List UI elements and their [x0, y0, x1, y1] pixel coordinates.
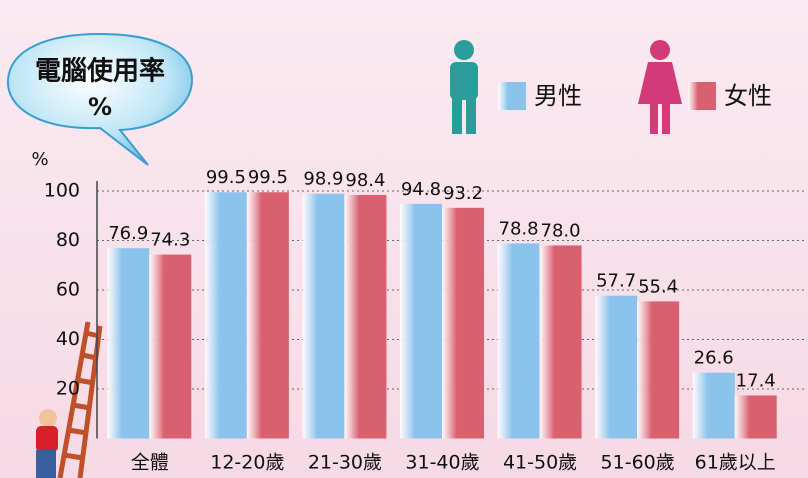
value-label: 94.8 [401, 179, 441, 200]
female-figure [638, 40, 682, 134]
x-tick-label: 31-40歲 [405, 452, 479, 474]
bar [497, 243, 540, 439]
male-figure [450, 40, 478, 134]
speech-bubble [6, 32, 194, 166]
bar [692, 372, 735, 439]
value-label: 76.9 [108, 223, 148, 244]
bar [442, 207, 484, 439]
value-label: 78.0 [541, 220, 581, 241]
bar [539, 245, 582, 439]
x-tick-label: 21-30歲 [308, 452, 382, 474]
bar [302, 193, 345, 439]
y-tick-label: 40 [56, 328, 80, 350]
legend-swatch [498, 82, 526, 110]
chart-title: 電腦使用率 [35, 56, 165, 87]
legend-swatch [688, 82, 716, 110]
x-tick-label: 12-20歲 [210, 452, 284, 474]
legend-label: 男性 [534, 82, 582, 110]
x-tick-label: 51-60歲 [601, 452, 675, 474]
bar [107, 248, 150, 439]
x-tick-label: 全體 [131, 452, 169, 474]
value-label: 93.2 [443, 183, 483, 204]
value-label: 98.4 [345, 170, 385, 191]
y-tick-label: 80 [56, 229, 80, 251]
y-tick-label: 60 [56, 279, 80, 301]
bar [246, 192, 289, 439]
value-label: 78.8 [499, 218, 539, 239]
value-label: 17.4 [736, 370, 776, 391]
x-tick-label: 61歲以上 [695, 452, 776, 474]
value-label: 99.5 [206, 167, 246, 188]
value-label: 98.9 [303, 169, 343, 190]
value-label: 74.3 [150, 230, 190, 251]
x-tick-label: 41-50歲 [503, 452, 577, 474]
bar [734, 395, 777, 439]
y-tick-label: 100 [44, 180, 80, 202]
value-label: 57.7 [596, 271, 636, 292]
bar [344, 194, 387, 439]
value-label: 55.4 [638, 276, 678, 297]
bar [149, 254, 192, 439]
value-label: 26.6 [694, 348, 734, 369]
climber [36, 409, 58, 478]
legend-label: 女性 [724, 82, 772, 110]
bar [637, 301, 680, 439]
bar [595, 295, 638, 439]
value-label: 99.5 [248, 167, 288, 188]
y-tick-label: 20 [56, 378, 80, 400]
chart-subtitle: % [88, 93, 112, 121]
y-axis-label: % [31, 149, 48, 170]
bar [400, 203, 442, 439]
bar [204, 192, 247, 439]
